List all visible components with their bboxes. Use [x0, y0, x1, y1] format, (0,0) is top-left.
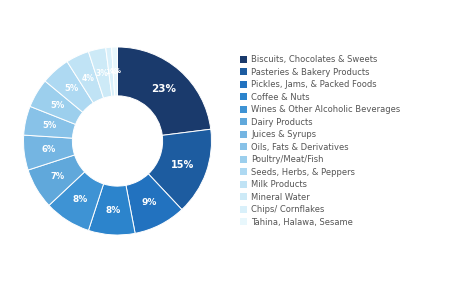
Text: 8%: 8%	[105, 206, 121, 215]
Wedge shape	[118, 47, 211, 135]
Wedge shape	[88, 184, 135, 235]
Wedge shape	[49, 172, 103, 230]
Wedge shape	[28, 155, 85, 205]
Wedge shape	[30, 81, 83, 124]
Wedge shape	[126, 174, 182, 233]
Wedge shape	[24, 135, 75, 170]
Text: 1%: 1%	[105, 69, 117, 75]
Text: 6%: 6%	[41, 145, 55, 154]
Text: 3%: 3%	[96, 69, 109, 78]
Text: 9%: 9%	[141, 199, 157, 208]
Text: 15%: 15%	[172, 160, 195, 169]
Wedge shape	[24, 106, 76, 138]
Text: 5%: 5%	[42, 121, 57, 130]
Text: 5%: 5%	[64, 84, 78, 93]
Text: 4%: 4%	[81, 74, 94, 83]
Legend: Biscuits, Chocolates & Sweets, Pasteries & Bakery Products, Pickles, Jams, & Pac: Biscuits, Chocolates & Sweets, Pasteries…	[240, 55, 400, 227]
Text: 1%: 1%	[110, 69, 121, 74]
Wedge shape	[149, 129, 212, 210]
Wedge shape	[111, 47, 118, 96]
Wedge shape	[88, 48, 112, 98]
Wedge shape	[106, 47, 115, 96]
Text: 8%: 8%	[72, 195, 88, 204]
Wedge shape	[45, 62, 94, 112]
Text: 7%: 7%	[51, 172, 65, 181]
Text: 23%: 23%	[151, 84, 176, 94]
Wedge shape	[67, 52, 103, 103]
Text: 5%: 5%	[50, 101, 65, 110]
